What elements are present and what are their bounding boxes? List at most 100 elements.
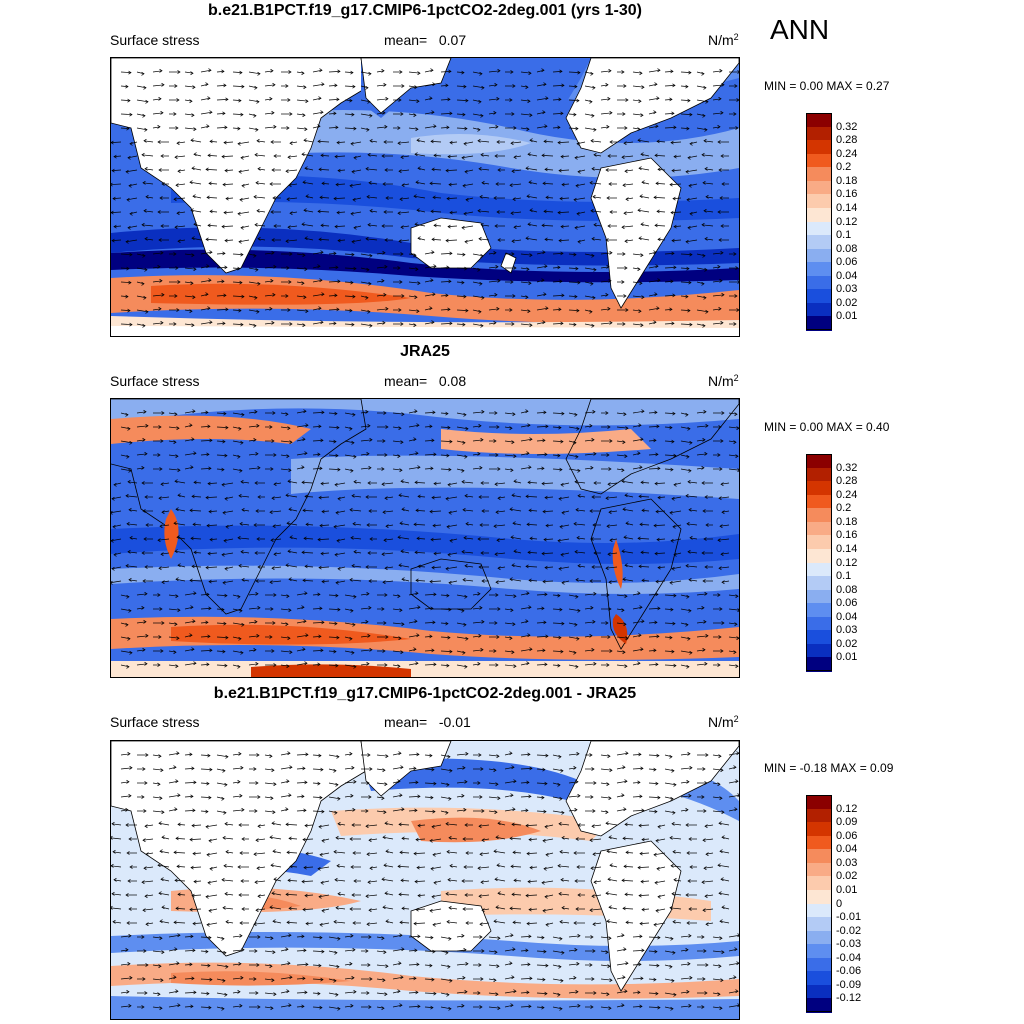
wind-vector [664, 468, 674, 470]
wind-vector [488, 266, 499, 269]
wind-vector-head [286, 779, 290, 784]
wind-vector [296, 424, 309, 428]
wind-vector-head [193, 780, 197, 785]
wind-vector-head [495, 663, 499, 667]
wind-vector-head [702, 253, 706, 258]
wind-vector [624, 564, 634, 568]
wind-vector-head [161, 292, 165, 297]
wind-vector-head [704, 166, 708, 171]
wind-vector [664, 99, 673, 101]
wind-vector [664, 267, 677, 269]
wind-vector-head [173, 322, 177, 326]
wind-vector-head [543, 809, 547, 814]
wind-vector-head [575, 779, 579, 784]
wind-vector [568, 767, 577, 770]
wind-vector [609, 538, 618, 541]
wind-vector-head [176, 636, 180, 641]
wind-vector [176, 211, 186, 214]
wind-vector [264, 992, 277, 995]
wind-vector [712, 280, 723, 283]
wind-vector-head [189, 633, 193, 638]
wind-vector-head [353, 126, 357, 131]
wind-vector-head [673, 453, 677, 458]
wind-vector [232, 977, 244, 980]
wind-vector [335, 907, 346, 910]
wind-vector-head [384, 821, 388, 826]
wind-vector-head [669, 835, 673, 840]
wind-vector-head [401, 412, 405, 417]
wind-vector-head [480, 767, 484, 771]
wind-vector [200, 111, 213, 115]
wind-vector [248, 99, 260, 103]
wind-vector-head [446, 992, 450, 997]
wind-vector [184, 810, 196, 812]
wind-vector-head [176, 211, 180, 216]
wind-vector [360, 127, 370, 131]
wind-vector-head [301, 222, 305, 227]
wind-vector-head [269, 754, 273, 759]
wind-vector [136, 323, 146, 327]
wind-vector-head [685, 169, 689, 174]
wind-vector [400, 880, 410, 882]
wind-vector-head [557, 453, 561, 458]
wind-vector-head [637, 591, 641, 596]
wind-vector-head [304, 267, 308, 272]
wind-vector [161, 580, 170, 583]
wind-vector [632, 754, 642, 756]
wind-vector-head [653, 767, 657, 772]
wind-vector [472, 621, 485, 624]
wind-vector [416, 538, 426, 540]
colorbar-swatch [806, 795, 832, 810]
wind-vector-head [717, 538, 721, 543]
wind-vector [177, 494, 186, 498]
wind-vector [655, 510, 666, 512]
wind-vector-head [478, 236, 482, 241]
wind-vector-head [305, 194, 309, 199]
wind-vector [664, 295, 676, 297]
wind-vector-head [367, 99, 371, 104]
wind-vector-head [350, 280, 354, 285]
wind-vector-head [256, 753, 260, 757]
wind-vector-head [189, 423, 193, 428]
wind-vector-head [413, 323, 417, 328]
wind-vector-head [497, 467, 501, 471]
wind-vector-head [513, 779, 517, 784]
wind-vector-head [126, 779, 130, 784]
wind-vector-head [545, 922, 549, 927]
wind-vector [465, 197, 474, 201]
wind-vector-head [319, 1005, 323, 1010]
wind-vector [248, 267, 259, 271]
wind-vector-head [398, 169, 402, 174]
wind-vector-head [447, 877, 451, 882]
wind-vector [494, 482, 506, 485]
wind-vector-head [429, 306, 433, 311]
wind-vector-head [448, 796, 452, 801]
wind-vector-head [272, 950, 276, 955]
wind-vector [285, 239, 298, 242]
wind-vector-head [463, 141, 467, 146]
wind-vector-head [605, 496, 609, 501]
wind-vector-head [319, 606, 323, 611]
wind-vector [176, 536, 186, 540]
wind-vector [472, 635, 482, 638]
wind-vector-head [448, 905, 452, 910]
wind-vector-head [177, 493, 181, 498]
wind-vector [657, 894, 666, 898]
wind-vector-head [368, 579, 372, 583]
wind-vector [463, 141, 474, 145]
wind-vector-head [381, 278, 385, 283]
wind-vector [488, 964, 500, 967]
wind-vector-head [273, 482, 277, 487]
wind-vector-head [653, 977, 657, 982]
wind-vector-head [720, 439, 724, 443]
wind-vector-head [446, 265, 450, 270]
wind-vector-head [717, 453, 721, 457]
wind-vector [504, 1004, 514, 1008]
wind-vector [328, 964, 340, 968]
panel-3-variable: Surface stress [110, 714, 200, 730]
wind-vector-head [208, 935, 212, 940]
wind-vector-head [382, 835, 386, 840]
wind-vector-head [433, 662, 437, 667]
colorbar-tick-label: -0.06 [836, 965, 862, 978]
wind-vector-head [688, 837, 692, 841]
